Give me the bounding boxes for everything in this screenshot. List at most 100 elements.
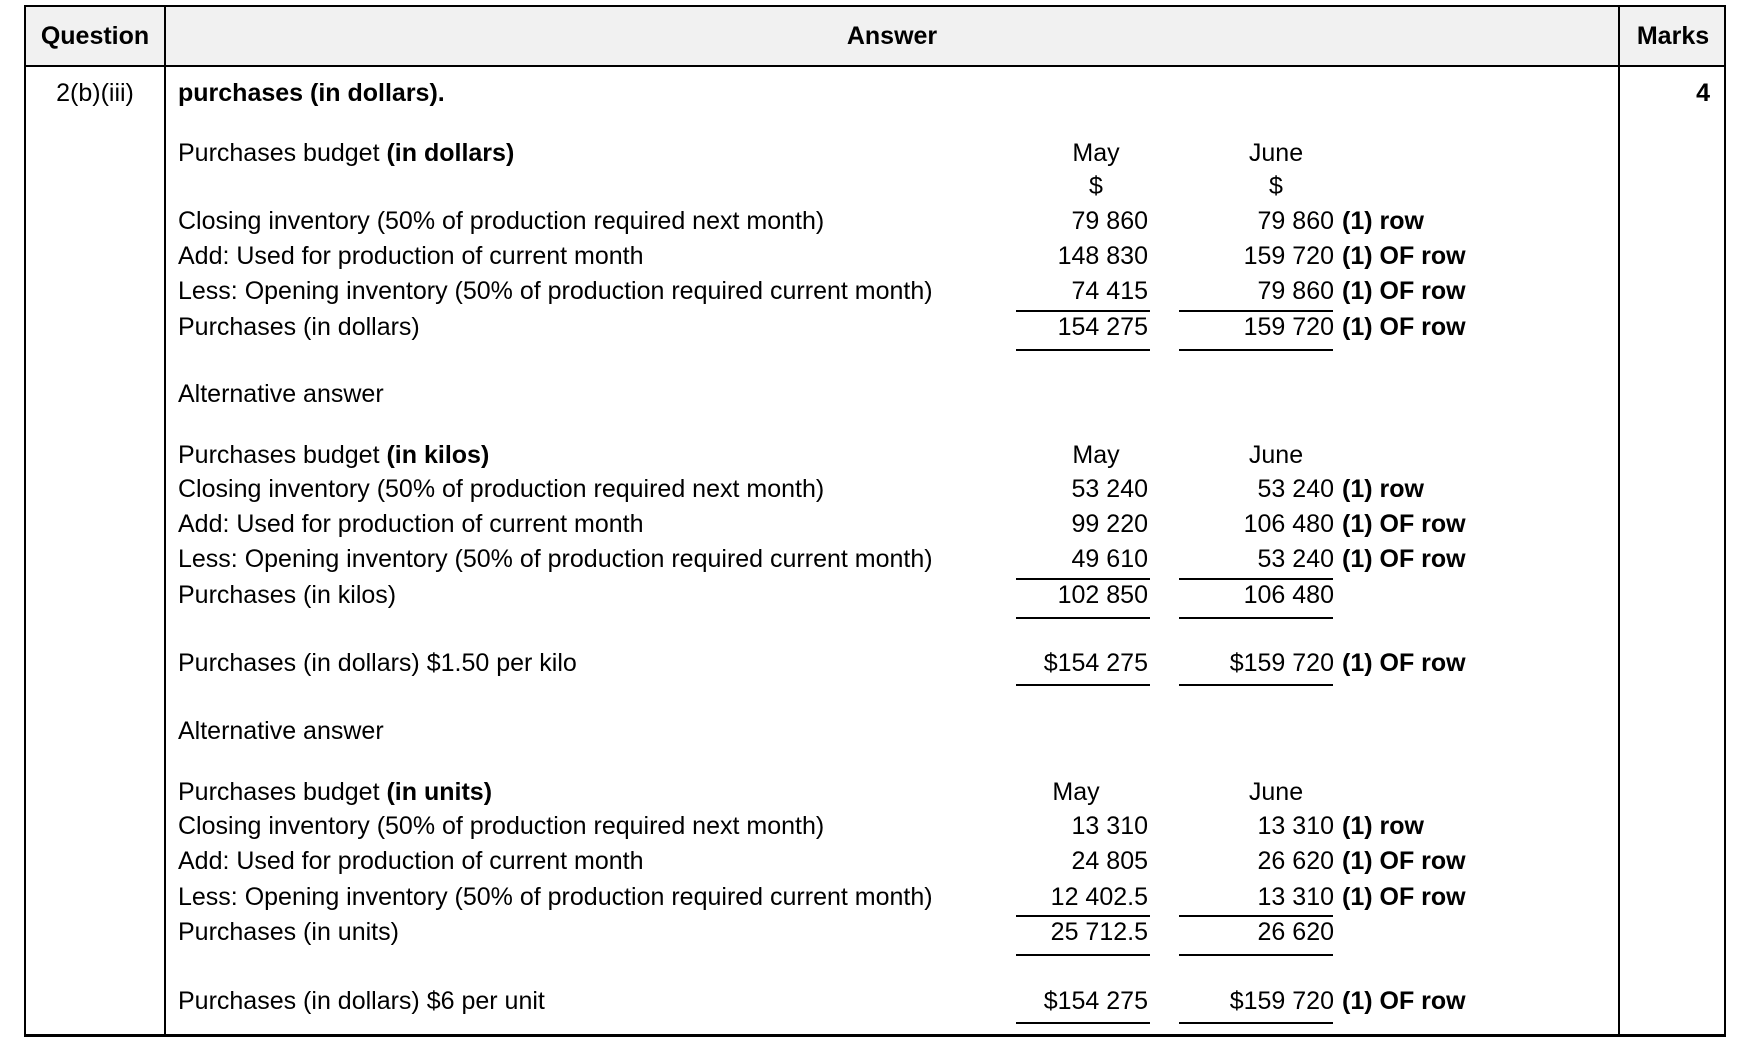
mark-note: (1) OF row: [1342, 987, 1466, 1016]
mark-note: (1) row: [1342, 812, 1424, 841]
alternative-label: Alternative answer: [178, 380, 384, 408]
header-marks: Marks: [1636, 22, 1710, 50]
may-unit: $: [1089, 172, 1103, 200]
title-text: Purchases budget: [178, 139, 387, 167]
row-label: Add: Used for production of current mont…: [178, 847, 644, 875]
mark-count: (1): [1342, 987, 1373, 1015]
title-bold: (in units): [386, 778, 493, 806]
mark-count: (1): [1342, 883, 1373, 911]
row-label: Less: Opening inventory (50% of producti…: [178, 883, 933, 911]
mark-note: (1) OF row: [1342, 313, 1466, 342]
mark-label: row: [1379, 812, 1424, 840]
title-text: Purchases budget: [178, 778, 387, 806]
mark-count: (1): [1342, 545, 1373, 573]
mark-count: (1): [1342, 847, 1373, 875]
row-label: Closing inventory (50% of production req…: [178, 207, 825, 235]
underline-may: [1016, 578, 1150, 580]
underline-june: [1179, 915, 1333, 917]
may-value: 13 310: [1071, 812, 1148, 840]
mark-note: (1) OF row: [1342, 510, 1466, 539]
section-title: Purchases budget (in dollars): [178, 139, 514, 168]
mark-label: OF row: [1379, 510, 1466, 538]
mark-count: (1): [1342, 475, 1373, 503]
title-bold: (in dollars): [386, 139, 515, 167]
june-value: 53 240: [1257, 475, 1334, 503]
june-header: June: [1248, 778, 1304, 806]
may-header: May: [1052, 778, 1100, 806]
row-label: Less: Opening inventory (50% of producti…: [178, 277, 933, 305]
may-value: 102 850: [1057, 581, 1148, 609]
underline-june: [1179, 1022, 1333, 1024]
table-header: [26, 7, 1724, 67]
may-value: $154 275: [1043, 649, 1148, 677]
underline-june: [1179, 954, 1333, 956]
row-label: Closing inventory (50% of production req…: [178, 812, 825, 840]
may-value: $154 275: [1043, 987, 1148, 1015]
may-value: 53 240: [1071, 475, 1148, 503]
underline-june: [1179, 617, 1333, 619]
underline-june: [1179, 310, 1333, 312]
row-label: Closing inventory (50% of production req…: [178, 475, 825, 503]
june-value: 13 310: [1257, 812, 1334, 840]
column-divider: [1618, 7, 1620, 1034]
mark-scheme-table: Question Answer Marks 2(b)(iii) 4 purcha…: [24, 5, 1726, 1037]
mark-note: (1) OF row: [1342, 883, 1466, 912]
mark-label: OF row: [1379, 847, 1466, 875]
underline-may: [1016, 310, 1150, 312]
june-value: 13 310: [1257, 883, 1334, 911]
may-header: May: [1072, 139, 1120, 167]
june-value: 26 620: [1257, 918, 1334, 946]
june-value: 53 240: [1257, 545, 1334, 573]
underline-may: [1016, 684, 1150, 686]
header-answer: Answer: [846, 22, 938, 50]
mark-count: (1): [1342, 812, 1373, 840]
june-value: 79 860: [1257, 207, 1334, 235]
mark-note: (1) OF row: [1342, 545, 1466, 574]
june-value: 26 620: [1257, 847, 1334, 875]
june-value: 79 860: [1257, 277, 1334, 305]
june-value: 159 720: [1243, 313, 1334, 341]
title-text: Purchases budget: [178, 441, 387, 469]
intro-text: purchases (in dollars).: [178, 79, 445, 107]
mark-label: OF row: [1379, 649, 1466, 677]
title-bold: (in kilos): [386, 441, 490, 469]
june-header: June: [1248, 441, 1304, 469]
mark-count: (1): [1342, 313, 1373, 341]
underline-may: [1016, 1022, 1150, 1024]
mark-note: (1) row: [1342, 475, 1424, 504]
mark-note: (1) OF row: [1342, 847, 1466, 876]
june-value: $159 720: [1229, 649, 1334, 677]
mark-count: (1): [1342, 649, 1373, 677]
may-value: 99 220: [1071, 510, 1148, 538]
mark-label: row: [1379, 207, 1424, 235]
mark-label: OF row: [1379, 313, 1466, 341]
may-header: May: [1072, 441, 1120, 469]
column-divider: [164, 7, 166, 1034]
mark-label: OF row: [1379, 883, 1466, 911]
section-title: Purchases budget (in units): [178, 778, 492, 807]
row-label: Purchases (in units): [178, 918, 399, 946]
mark-note: (1) row: [1342, 207, 1424, 236]
question-id: 2(b)(iii): [56, 79, 134, 107]
mark-note: (1) OF row: [1342, 242, 1466, 271]
underline-june: [1179, 349, 1333, 351]
underline-may: [1016, 617, 1150, 619]
june-value: $159 720: [1229, 987, 1334, 1015]
row-label: Purchases (in dollars): [178, 313, 420, 341]
mark-label: OF row: [1379, 545, 1466, 573]
mark-count: (1): [1342, 277, 1373, 305]
may-value: 49 610: [1071, 545, 1148, 573]
mark-label: OF row: [1379, 277, 1466, 305]
row-label: Purchases (in kilos): [178, 581, 397, 609]
underline-may: [1016, 915, 1150, 917]
underline-may: [1016, 954, 1150, 956]
alternative-label: Alternative answer: [178, 717, 384, 745]
may-value: 24 805: [1071, 847, 1148, 875]
june-value: 106 480: [1243, 510, 1334, 538]
mark-count: (1): [1342, 242, 1373, 270]
may-value: 79 860: [1071, 207, 1148, 235]
may-value: 154 275: [1057, 313, 1148, 341]
row-label: Purchases (in dollars) $1.50 per kilo: [178, 649, 577, 677]
underline-june: [1179, 578, 1333, 580]
may-value: 148 830: [1057, 242, 1148, 270]
